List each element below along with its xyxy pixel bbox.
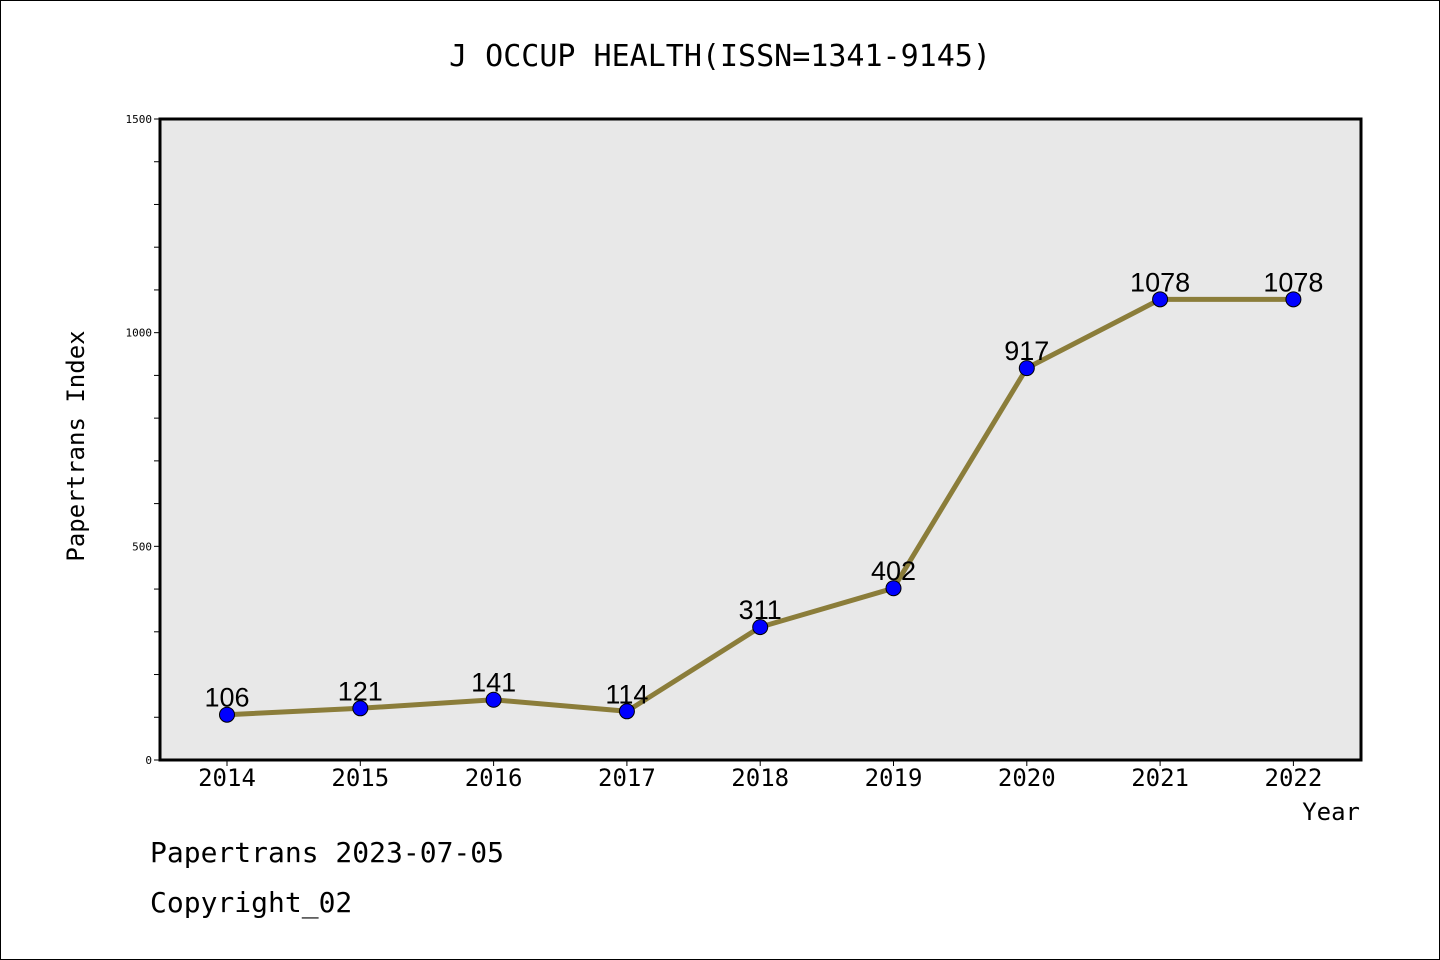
y-axis: 0 500 1000 1500: [126, 113, 160, 767]
y-tick-label: 1500: [126, 113, 153, 126]
x-tick-label: 2017: [598, 764, 656, 792]
x-tick-label: 2015: [331, 764, 389, 792]
data-points: [219, 291, 1302, 723]
y-tick-label: 500: [132, 540, 152, 553]
chart-title: J OCCUP HEALTH(ISSN=1341-9145): [449, 39, 991, 74]
y-tick-label: 1000: [126, 327, 153, 340]
data-label: 1078: [1263, 267, 1323, 297]
x-tick-label: 2014: [198, 764, 256, 792]
footer-copyright: Copyright_02: [150, 886, 353, 919]
data-label: 1078: [1130, 267, 1190, 297]
data-label: 311: [739, 595, 782, 625]
x-tick-label: 2019: [865, 764, 923, 792]
data-label: 402: [871, 556, 916, 586]
data-label: 106: [204, 683, 249, 713]
data-label: 121: [338, 676, 383, 706]
y-tick-label: 0: [145, 754, 152, 767]
x-tick-label: 2016: [465, 764, 523, 792]
data-point: [618, 703, 635, 720]
x-axis-label: Year: [1302, 798, 1360, 826]
data-label: 917: [1004, 336, 1049, 366]
data-point: [219, 706, 235, 723]
data-labels: 106 121 141 114 311 402 917 1078 1078: [204, 267, 1323, 712]
data-point: [752, 619, 769, 636]
x-tick-label: 2020: [998, 764, 1056, 792]
data-point: [885, 580, 902, 597]
x-axis: 2014 2015 2016 2017 2018 2019 2020 2021 2022: [198, 760, 1322, 792]
data-label: 141: [471, 668, 516, 698]
x-tick-label: 2021: [1131, 764, 1189, 792]
data-label: 114: [605, 679, 648, 709]
x-tick-label: 2022: [1265, 764, 1323, 792]
x-tick-label: 2018: [731, 764, 789, 792]
plot-area: [158, 117, 1363, 762]
data-point: [485, 691, 502, 708]
footer-date: Papertrans 2023-07-05: [150, 836, 505, 869]
data-point: [1152, 291, 1169, 308]
data-point: [1285, 291, 1302, 308]
data-point: [352, 700, 369, 717]
data-point: [1018, 360, 1035, 377]
y-axis-label: Papertrans Index: [62, 330, 90, 561]
